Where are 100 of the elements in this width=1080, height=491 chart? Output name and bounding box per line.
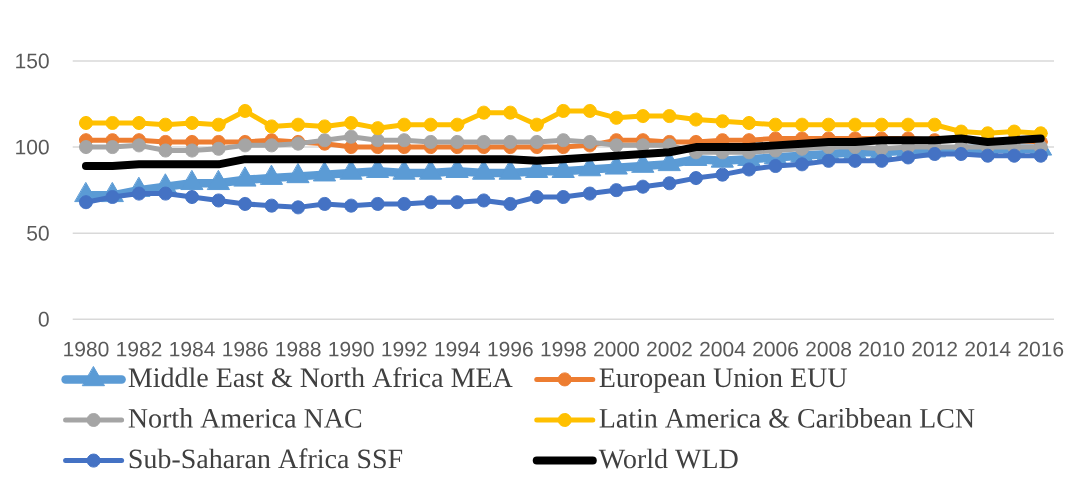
point xyxy=(874,117,889,132)
point xyxy=(105,115,120,130)
x-tick-label: 1994 xyxy=(435,341,480,357)
point xyxy=(662,176,677,191)
point xyxy=(768,159,783,174)
point xyxy=(264,198,279,213)
point xyxy=(609,138,624,153)
point xyxy=(423,195,438,210)
point xyxy=(715,114,730,129)
point xyxy=(503,134,518,149)
x-tick-label: 2014 xyxy=(965,341,1011,357)
x-tick-label: 1980 xyxy=(64,341,109,357)
point xyxy=(370,133,385,148)
point xyxy=(450,134,465,149)
point xyxy=(529,134,544,149)
point xyxy=(874,153,889,168)
point xyxy=(503,105,518,120)
legend-label: European Union EUU xyxy=(599,368,847,393)
x-tick-label: 1990 xyxy=(329,341,374,357)
point xyxy=(556,133,571,148)
y-tick-label: 0 xyxy=(38,311,49,327)
point xyxy=(78,115,93,130)
point xyxy=(291,200,306,215)
point xyxy=(954,146,969,161)
point xyxy=(211,141,226,156)
point xyxy=(158,117,173,132)
point xyxy=(529,117,544,132)
x-tick-label: 2008 xyxy=(806,341,851,357)
point xyxy=(635,179,650,194)
x-tick-label: 1982 xyxy=(117,341,162,357)
point xyxy=(476,105,491,120)
point xyxy=(768,117,783,132)
point xyxy=(397,117,412,132)
point xyxy=(688,171,703,186)
point xyxy=(238,196,253,211)
point xyxy=(901,117,916,132)
point xyxy=(582,186,597,201)
point xyxy=(397,133,412,148)
y-tick-label: 100 xyxy=(16,139,49,155)
x-tick-label: 1998 xyxy=(541,341,586,357)
x-tick-label: 1988 xyxy=(276,341,321,357)
legend-label: Latin America & Caribbean LCN xyxy=(599,408,975,428)
point xyxy=(980,148,995,163)
point xyxy=(821,117,836,132)
point xyxy=(132,115,147,130)
point xyxy=(238,103,253,118)
point xyxy=(742,115,757,130)
point xyxy=(185,115,200,130)
point xyxy=(1033,148,1048,163)
point xyxy=(344,198,359,213)
point xyxy=(370,121,385,136)
point xyxy=(901,150,916,165)
point xyxy=(211,193,226,208)
point xyxy=(821,153,836,168)
point xyxy=(529,190,544,205)
point xyxy=(397,196,412,211)
point xyxy=(185,143,200,158)
x-tick-label: 2016 xyxy=(1018,341,1064,357)
point xyxy=(105,190,120,205)
point xyxy=(795,117,810,132)
point xyxy=(423,117,438,132)
x-tick-label: 2012 xyxy=(912,341,957,357)
point xyxy=(450,195,465,210)
point xyxy=(556,103,571,118)
point xyxy=(344,129,359,144)
point xyxy=(582,134,597,149)
point xyxy=(291,117,306,132)
x-tick-label: 1984 xyxy=(170,341,215,357)
x-tick-label: 2000 xyxy=(594,341,639,357)
point xyxy=(344,115,359,130)
point xyxy=(158,143,173,158)
point xyxy=(688,112,703,127)
point xyxy=(609,183,624,198)
point xyxy=(132,138,147,153)
point xyxy=(264,119,279,134)
x-tick-label: 2006 xyxy=(753,341,798,357)
x-tick-label: 2010 xyxy=(859,341,905,357)
x-tick-label: 1996 xyxy=(488,341,533,357)
point xyxy=(317,119,332,134)
point xyxy=(78,195,93,210)
legend-label: Sub-Saharan Africa SSF xyxy=(129,448,403,469)
point xyxy=(105,140,120,155)
point xyxy=(185,190,200,205)
x-tick-label: 1992 xyxy=(382,341,427,357)
point xyxy=(742,162,757,177)
point xyxy=(662,109,677,124)
legend-label: World WLD xyxy=(598,448,738,469)
point xyxy=(423,134,438,149)
point xyxy=(795,157,810,172)
point xyxy=(370,196,385,211)
x-tick-label: 2004 xyxy=(700,341,746,357)
point xyxy=(848,153,863,168)
point xyxy=(317,196,332,211)
y-tick-label: 50 xyxy=(27,225,49,241)
point xyxy=(556,190,571,205)
point xyxy=(1007,148,1022,163)
point xyxy=(582,103,597,118)
point xyxy=(476,134,491,149)
point xyxy=(450,117,465,132)
point xyxy=(848,117,863,132)
